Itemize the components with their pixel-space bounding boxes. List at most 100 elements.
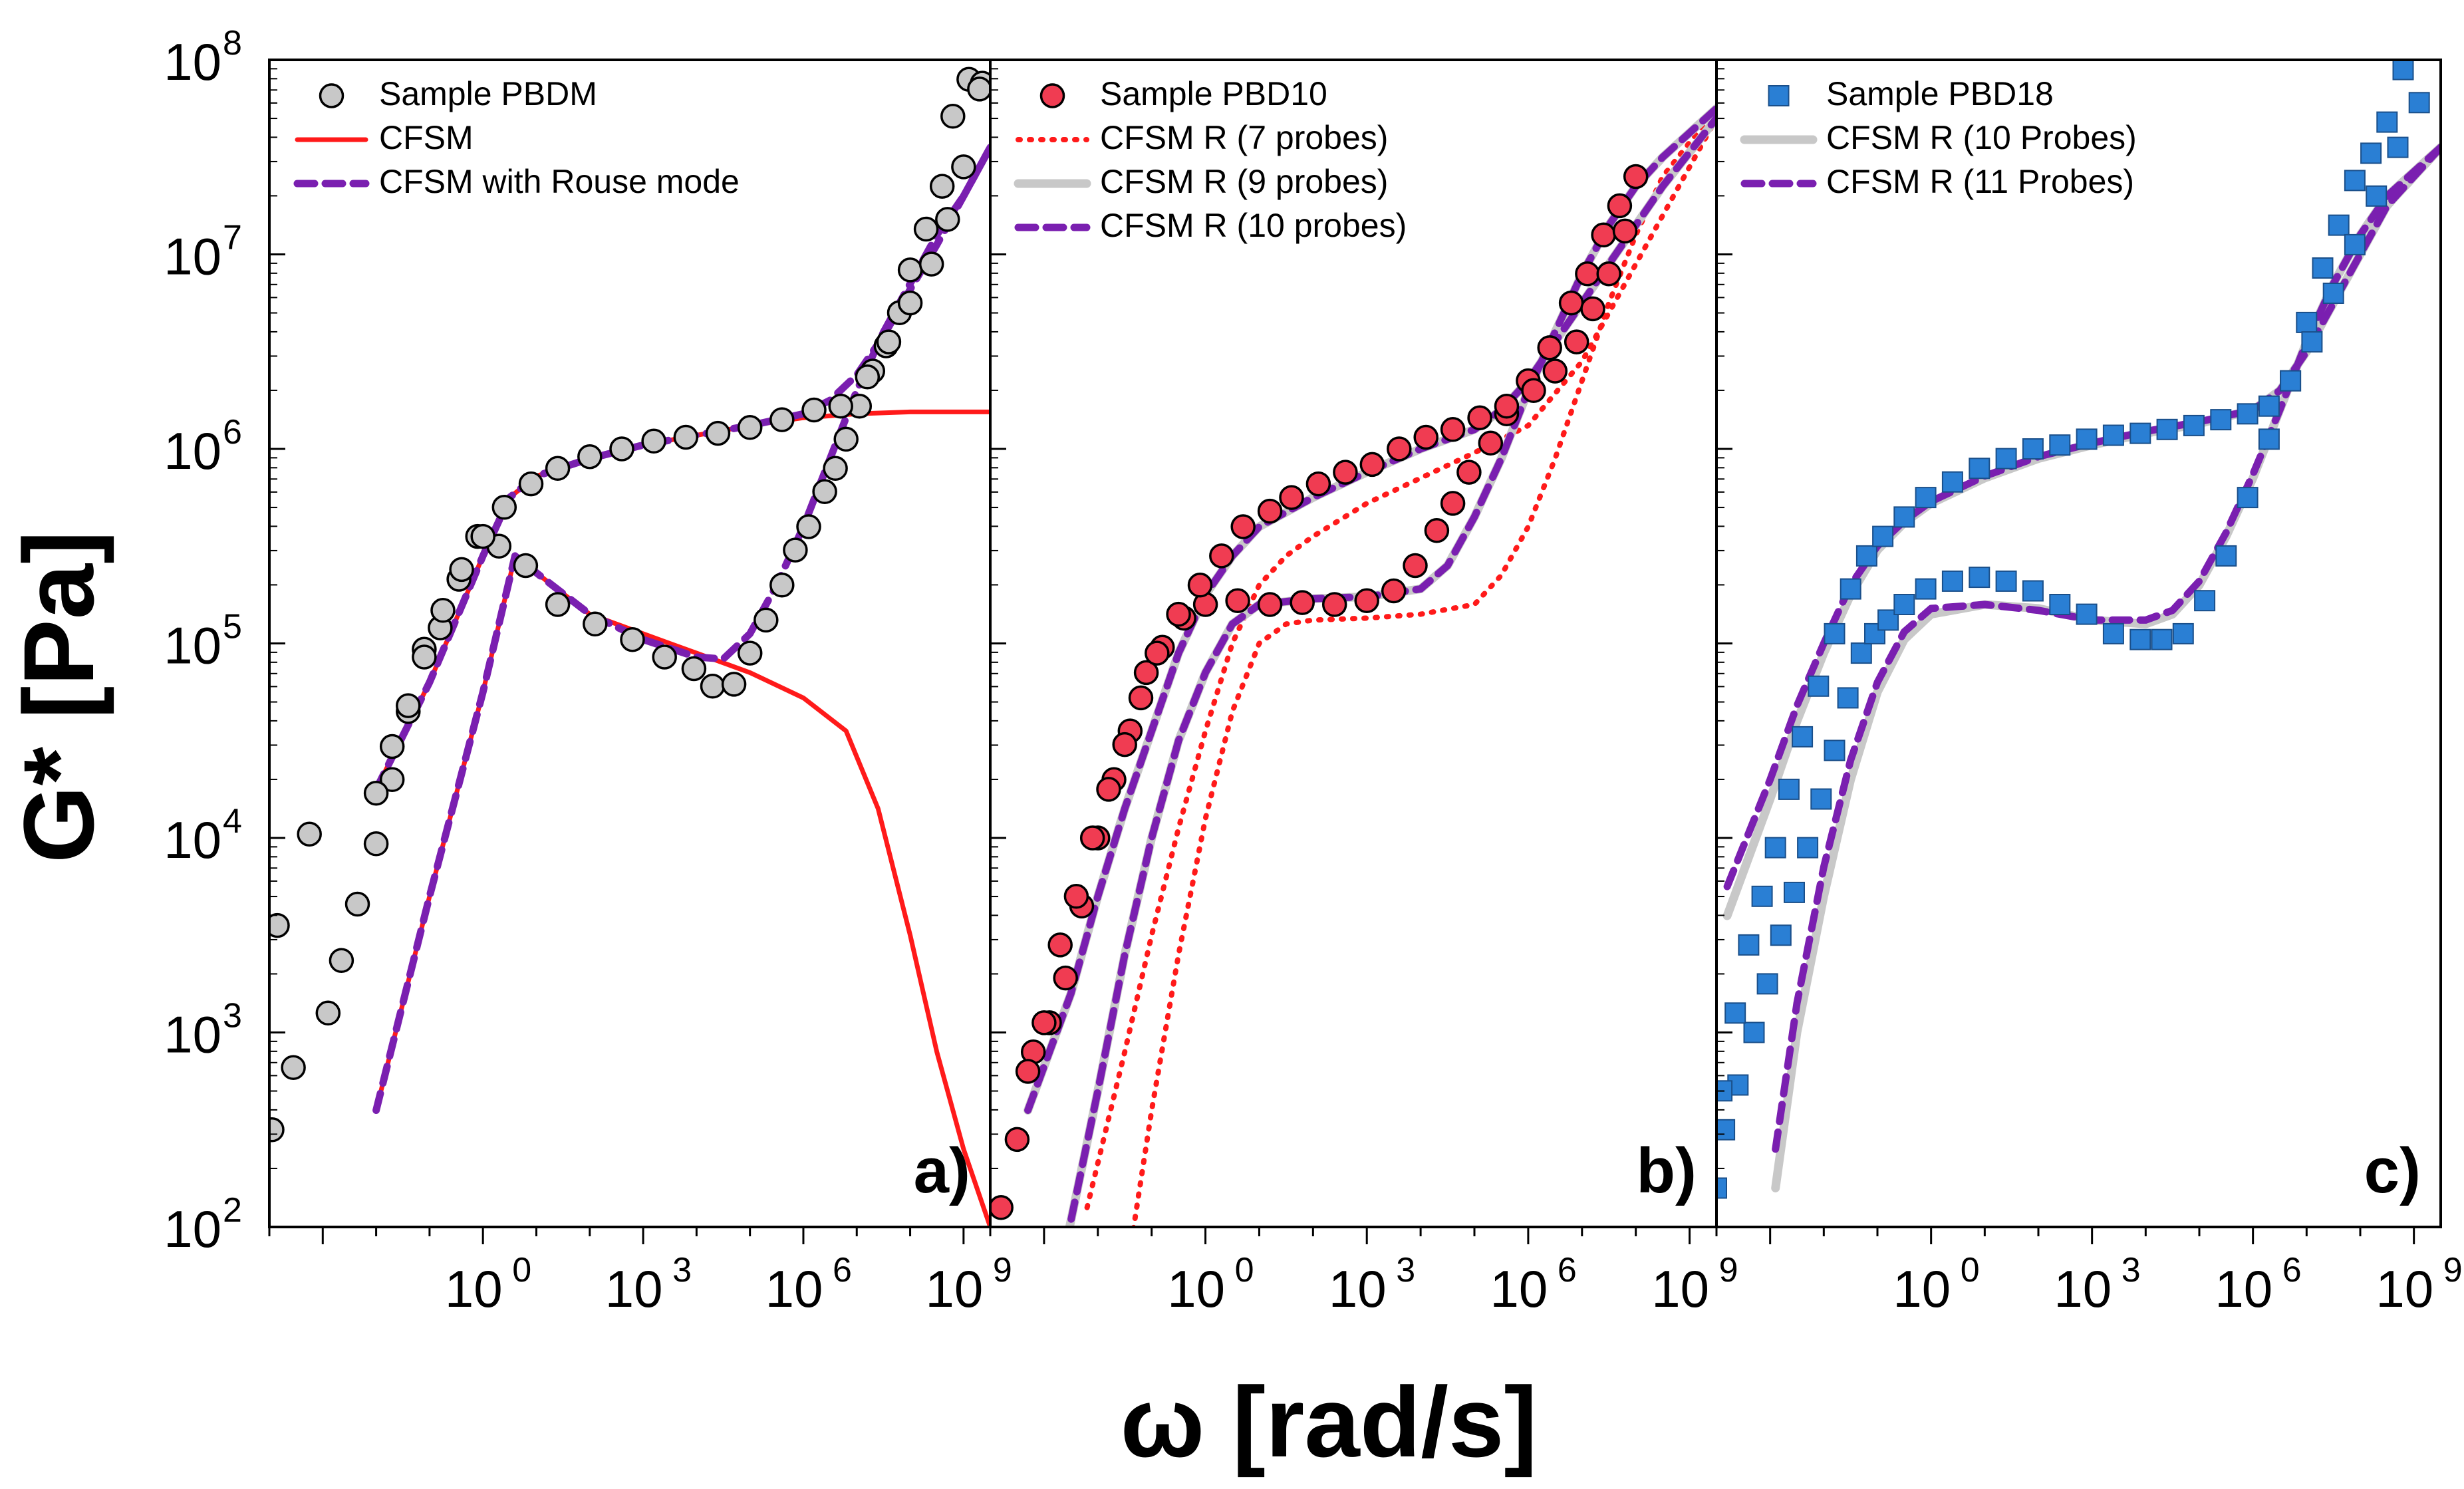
x-tick-label: 10 bbox=[2054, 1260, 2112, 1318]
data-point bbox=[823, 456, 848, 481]
data-point bbox=[344, 891, 370, 917]
data-point bbox=[1321, 592, 1347, 617]
data-point bbox=[620, 626, 645, 652]
data-point bbox=[1354, 588, 1379, 613]
x-tick-label-exponent: 0 bbox=[1961, 1251, 1980, 1289]
data-point bbox=[2237, 487, 2259, 509]
data-point bbox=[1797, 837, 1819, 859]
data-point bbox=[929, 174, 955, 199]
data-point bbox=[1333, 460, 1358, 485]
data-point bbox=[2328, 214, 2350, 236]
legend-label: CFSM R (7 probes) bbox=[1100, 119, 1388, 156]
panel-2-plot-area bbox=[990, 104, 1716, 1227]
data-point bbox=[1764, 837, 1786, 859]
x-tick-label-exponent: 6 bbox=[2282, 1251, 2302, 1289]
panel-label: a) bbox=[914, 1135, 970, 1206]
data-point bbox=[1840, 578, 1861, 600]
data-point bbox=[1969, 458, 1990, 479]
data-point bbox=[396, 693, 421, 718]
x-tick-label: 10 bbox=[2376, 1260, 2433, 1318]
data-point bbox=[329, 948, 354, 974]
y-tick-label: 10 bbox=[164, 1006, 221, 1064]
x-tick-label: 10 bbox=[605, 1260, 663, 1318]
data-point bbox=[583, 611, 608, 637]
data-point bbox=[2049, 434, 2071, 456]
data-point bbox=[753, 607, 779, 633]
legend-marker bbox=[1039, 83, 1065, 108]
data-point bbox=[1031, 1010, 1057, 1035]
data-point bbox=[1893, 594, 1915, 615]
data-point bbox=[700, 674, 726, 699]
data-point bbox=[1808, 675, 1830, 697]
data-point bbox=[2280, 370, 2302, 392]
data-point bbox=[2151, 628, 2173, 650]
data-point bbox=[1915, 578, 1937, 600]
data-point bbox=[1047, 932, 1073, 958]
data-point bbox=[855, 364, 881, 390]
data-point bbox=[2344, 170, 2366, 192]
y-tick-label-exponent: 5 bbox=[223, 608, 242, 646]
data-point bbox=[2376, 111, 2398, 133]
data-point bbox=[673, 424, 699, 450]
data-point bbox=[2408, 92, 2430, 114]
data-point bbox=[269, 1117, 285, 1143]
data-point bbox=[1724, 1002, 1746, 1024]
data-point bbox=[1941, 471, 1963, 493]
data-point bbox=[1607, 193, 1633, 219]
data-point bbox=[1015, 1059, 1041, 1084]
data-point bbox=[1537, 335, 1562, 360]
x-tick-label: 10 bbox=[926, 1260, 984, 1318]
data-point bbox=[315, 1000, 341, 1026]
data-point bbox=[913, 216, 939, 242]
series-line-2-1 bbox=[1131, 106, 1716, 1227]
legend-marker bbox=[1768, 85, 1790, 106]
data-point bbox=[1079, 825, 1105, 851]
data-point bbox=[1770, 924, 1792, 946]
data-point bbox=[430, 598, 456, 623]
data-point bbox=[545, 592, 571, 617]
x-tick-label: 10 bbox=[1651, 1260, 1709, 1318]
legend-panel-1: Sample PBDM CFSM CFSM with Rouse mode bbox=[293, 75, 740, 200]
data-point bbox=[1128, 685, 1154, 711]
data-point bbox=[412, 644, 437, 670]
data-point bbox=[2258, 428, 2280, 450]
data-point bbox=[1778, 778, 1800, 800]
panel-1-plot-area bbox=[269, 67, 990, 1227]
legend-label: Sample PBD10 bbox=[1100, 75, 1327, 112]
data-point bbox=[577, 444, 603, 470]
data-point bbox=[1941, 570, 1963, 592]
data-point bbox=[470, 523, 495, 549]
data-point bbox=[1596, 261, 1621, 287]
data-point bbox=[363, 780, 389, 806]
data-point bbox=[2322, 283, 2344, 304]
y-tick-label-exponent: 8 bbox=[223, 24, 242, 63]
data-point bbox=[1915, 487, 1937, 509]
data-point bbox=[2022, 580, 2044, 602]
data-point bbox=[1209, 543, 1234, 569]
data-point bbox=[769, 407, 795, 432]
data-point bbox=[1591, 222, 1616, 248]
panels bbox=[269, 60, 2441, 1227]
legend-label: Sample PBDM bbox=[379, 75, 597, 112]
data-point bbox=[2237, 403, 2259, 425]
data-point bbox=[1756, 973, 1778, 995]
data-point bbox=[1837, 687, 1859, 709]
legend-marker bbox=[319, 83, 344, 108]
data-point bbox=[705, 420, 731, 446]
x-tick-label-exponent: 0 bbox=[1235, 1251, 1254, 1289]
y-tick-label-exponent: 3 bbox=[223, 997, 242, 1035]
panel-label: b) bbox=[1636, 1135, 1697, 1206]
data-point bbox=[363, 831, 389, 857]
data-point bbox=[737, 640, 763, 666]
data-point bbox=[737, 415, 763, 440]
data-point bbox=[1230, 514, 1256, 539]
data-point bbox=[1063, 884, 1089, 909]
data-point bbox=[2387, 136, 2409, 158]
data-point bbox=[379, 734, 405, 759]
data-point bbox=[2344, 233, 2366, 255]
data-point bbox=[2215, 545, 2237, 567]
y-tick-label-exponent: 2 bbox=[223, 1191, 242, 1230]
x-tick-label-exponent: 0 bbox=[512, 1251, 531, 1289]
data-point bbox=[935, 207, 960, 232]
